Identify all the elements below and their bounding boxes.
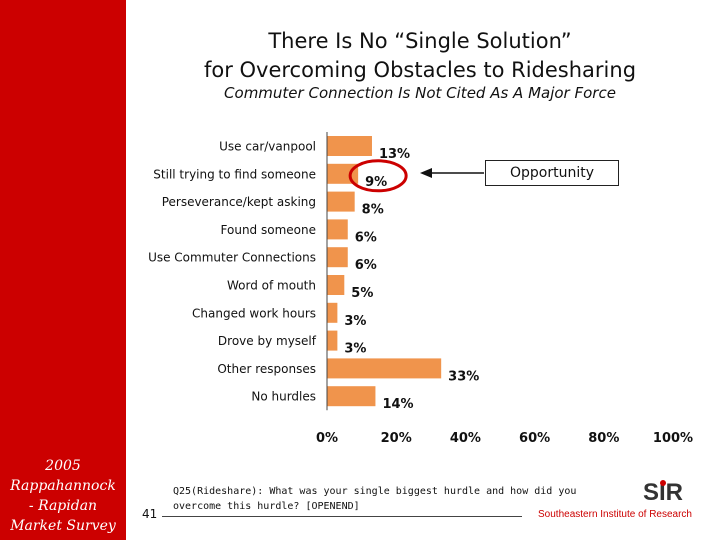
sidebar-panel: 2005 Rappahannock - Rapidan Market Surve… <box>0 0 126 540</box>
category-label: Use car/vanpool <box>219 140 316 154</box>
title-line-1: There Is No “Single Solution” <box>268 29 572 53</box>
value-label: 8% <box>362 203 384 218</box>
bar <box>327 219 348 240</box>
survey-name-line: Market Survey <box>10 518 116 534</box>
x-tick-label: 100% <box>653 431 693 446</box>
slide-title: There Is No “Single Solution” for Overco… <box>160 27 680 85</box>
x-tick-label: 0% <box>316 431 338 446</box>
survey-question: Q25(Rideshare): What was your single big… <box>173 486 577 512</box>
category-label: Changed work hours <box>192 306 316 320</box>
bar <box>327 136 372 156</box>
category-label: No hurdles <box>251 390 316 404</box>
value-label: 13% <box>379 147 410 162</box>
survey-name: 2005 Rappahannock - Rapidan Market Surve… <box>0 456 126 536</box>
bar <box>327 302 338 323</box>
x-tick-label: 20% <box>381 431 412 446</box>
value-label: 14% <box>382 397 413 412</box>
slide-subtitle: Commuter Connection Is Not Cited As A Ma… <box>224 84 616 102</box>
arrowhead-icon <box>420 168 432 178</box>
value-label: 6% <box>355 230 377 245</box>
opportunity-callout: Opportunity <box>485 160 619 186</box>
x-tick-label: 60% <box>519 431 550 446</box>
category-label: Still trying to find someone <box>153 167 316 181</box>
value-label: 3% <box>344 342 366 357</box>
bar <box>327 386 376 407</box>
category-label: Found someone <box>221 223 316 237</box>
survey-name-line: 2005 <box>45 458 81 474</box>
bar <box>327 191 355 212</box>
bar <box>327 358 442 379</box>
category-label: Other responses <box>217 362 316 376</box>
value-label: 33% <box>448 369 479 384</box>
organization-name: Southeastern Institute of Research <box>538 509 692 520</box>
title-line-2: for Overcoming Obstacles to Ridesharing <box>203 58 637 82</box>
bar <box>327 275 345 295</box>
category-label: Word of mouth <box>227 279 316 293</box>
value-label: 9% <box>365 175 387 190</box>
page-number: 41 <box>142 507 158 521</box>
category-label: Perseverance/kept asking <box>162 195 316 209</box>
x-tick-label: 80% <box>588 431 619 446</box>
footer-divider <box>162 516 522 517</box>
bar <box>327 247 348 268</box>
survey-name-line: Rappahannock <box>10 478 116 494</box>
x-tick-label: 40% <box>450 431 481 446</box>
value-label: 6% <box>355 258 377 273</box>
value-label: 3% <box>344 314 366 329</box>
highlight-circle <box>348 159 408 193</box>
bar <box>327 330 338 351</box>
sir-logo-icon: SIR <box>643 479 683 504</box>
survey-name-line: - Rapidan <box>28 498 98 514</box>
category-label: Use Commuter Connections <box>148 251 316 265</box>
category-label: Drove by myself <box>218 334 317 348</box>
value-label: 5% <box>351 286 373 301</box>
